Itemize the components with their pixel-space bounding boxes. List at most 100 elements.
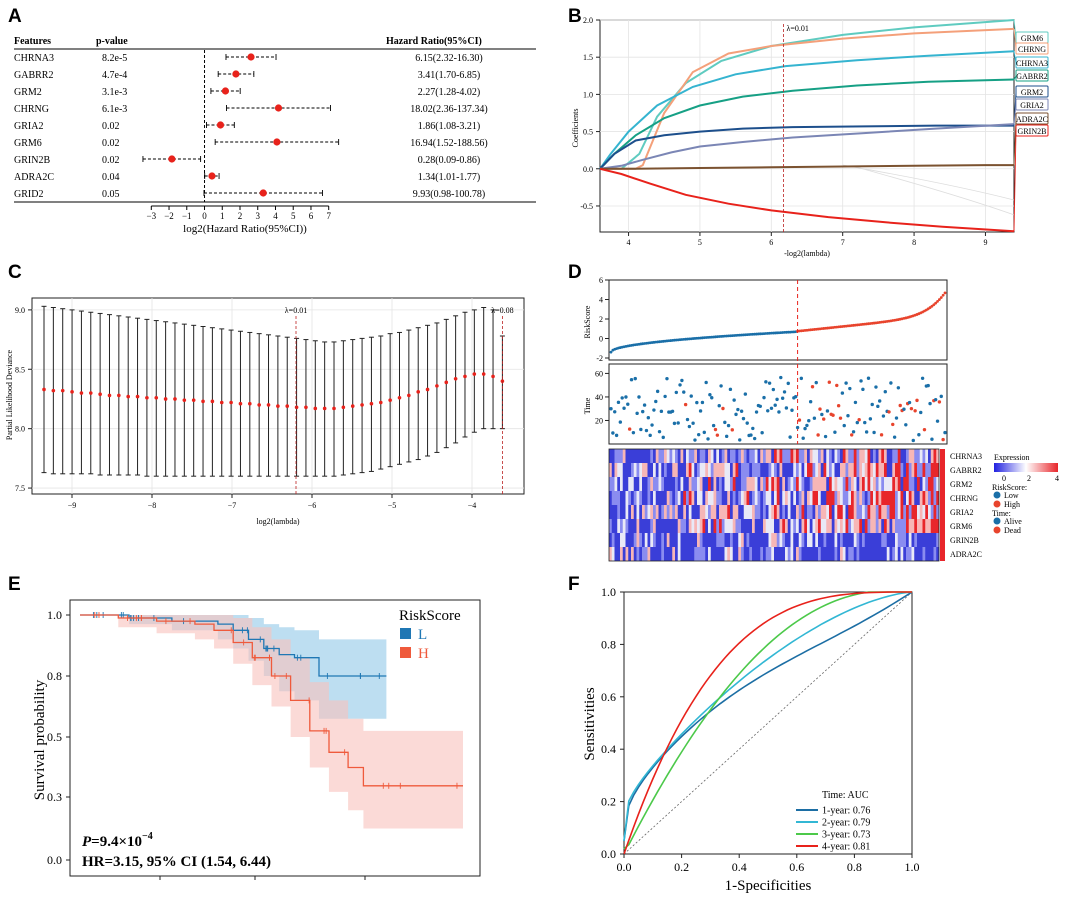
heatmap-cell xyxy=(633,547,637,561)
cv-mean-point xyxy=(360,403,364,407)
forest-xtick-label: 7 xyxy=(326,211,331,221)
heatmap-cell xyxy=(716,477,720,491)
time-point xyxy=(626,402,630,406)
heatmap-cell xyxy=(829,477,833,491)
heatmap-cell xyxy=(928,533,932,547)
heatmap-cell xyxy=(914,505,918,519)
heatmap-cell xyxy=(614,491,618,505)
heatmap-cell xyxy=(796,519,800,533)
heatmap-cell xyxy=(878,449,882,463)
heatmap-cell xyxy=(892,491,896,505)
heatmap-cell xyxy=(628,519,632,533)
cv-mean-point xyxy=(322,406,327,411)
heatmap-cell xyxy=(625,519,629,533)
heatmap-cell xyxy=(782,463,786,477)
heatmap-cell xyxy=(862,519,866,533)
heatmap-cell xyxy=(933,505,937,519)
cv-mean-point xyxy=(257,403,261,407)
heatmap-cell xyxy=(787,519,791,533)
heatmap-cell xyxy=(776,477,780,491)
heatmap-cell xyxy=(867,533,871,547)
time-point xyxy=(919,410,923,415)
heatmap-cell xyxy=(930,505,934,519)
heatmap-cell xyxy=(617,505,621,519)
heatmap-cell xyxy=(686,477,690,491)
heatmap-cell xyxy=(840,547,844,561)
heatmap-cell xyxy=(829,547,833,561)
time-point xyxy=(790,408,794,412)
heatmap-cell xyxy=(928,547,932,561)
heatmap-cell xyxy=(710,491,714,505)
heatmap-cell xyxy=(625,491,629,505)
heatmap-cell xyxy=(768,533,772,547)
cv-mean-point xyxy=(163,397,168,401)
heatmap-cell xyxy=(831,449,835,463)
heatmap-cell xyxy=(724,547,728,561)
forest-feature-label: ADRA2C xyxy=(14,172,54,183)
heatmap-cell xyxy=(774,491,778,505)
heatmap-cell xyxy=(804,519,808,533)
cv-mean-point xyxy=(416,390,421,394)
heatmap-cell xyxy=(829,519,833,533)
time-point xyxy=(745,421,749,425)
heatmap-cell xyxy=(625,477,629,491)
heatmap-cell xyxy=(765,463,769,477)
heatmap-cell xyxy=(724,519,728,533)
heatmap-cell xyxy=(721,547,725,561)
heatmap-cell xyxy=(785,519,789,533)
heatmap-cell xyxy=(738,533,742,547)
time-point xyxy=(917,433,921,437)
lasso-legend-gria2: GRIA2 xyxy=(1020,101,1044,110)
heatmap-cell xyxy=(716,533,720,547)
heatmap-cell xyxy=(779,533,783,547)
heatmap-cell xyxy=(908,533,912,547)
heatmap-cell xyxy=(911,519,915,533)
forest-xtick-label: −1 xyxy=(182,211,192,221)
roc-ytick-label: 0.8 xyxy=(601,637,616,651)
heatmap-cell xyxy=(820,533,824,547)
heatmap-cell xyxy=(809,491,813,505)
heatmap-cell xyxy=(878,491,882,505)
heatmap-cell xyxy=(675,505,679,519)
time-point xyxy=(739,409,744,413)
heatmap-cell xyxy=(609,533,613,547)
heatmap-cell xyxy=(633,519,637,533)
time-point xyxy=(635,411,639,416)
heatmap-cell xyxy=(644,449,648,463)
heatmap-cell xyxy=(644,533,648,547)
lasso-legend-grm6: GRM6 xyxy=(1021,34,1043,43)
heatmap-cell xyxy=(922,491,926,505)
panel-letter-a: A xyxy=(8,6,22,27)
heatmap-cell xyxy=(856,533,860,547)
time-point xyxy=(609,407,613,411)
heatmap-cell xyxy=(919,533,923,547)
heatmap-cell xyxy=(765,505,769,519)
heatmap-cell xyxy=(834,505,838,519)
time-point xyxy=(611,431,615,435)
heatmap-cell xyxy=(812,519,816,533)
heatmap-cell xyxy=(815,519,819,533)
heatmap-cell xyxy=(611,533,615,547)
time-point xyxy=(794,394,798,399)
time-point xyxy=(648,433,652,438)
heatmap-cell xyxy=(782,533,786,547)
time-point xyxy=(723,420,727,425)
heatmap-cell xyxy=(829,533,833,547)
cv-mean-point xyxy=(276,404,280,408)
heatmap-cell xyxy=(774,547,778,561)
time-point xyxy=(704,380,708,385)
heatmap-cell xyxy=(779,477,783,491)
cv-mean-point xyxy=(60,388,65,393)
heatmap-cell xyxy=(719,449,723,463)
heatmap-cell xyxy=(686,491,690,505)
heatmap-cell xyxy=(804,449,808,463)
heatmap-cell xyxy=(738,547,742,561)
heatmap-cell xyxy=(768,449,772,463)
time-point xyxy=(846,414,850,418)
heatmap-cell xyxy=(732,449,736,463)
heatmap-cell xyxy=(763,547,767,561)
heatmap-cell xyxy=(694,547,698,561)
time-point xyxy=(633,376,637,381)
heatmap-cell xyxy=(617,463,621,477)
time-point xyxy=(928,401,932,406)
